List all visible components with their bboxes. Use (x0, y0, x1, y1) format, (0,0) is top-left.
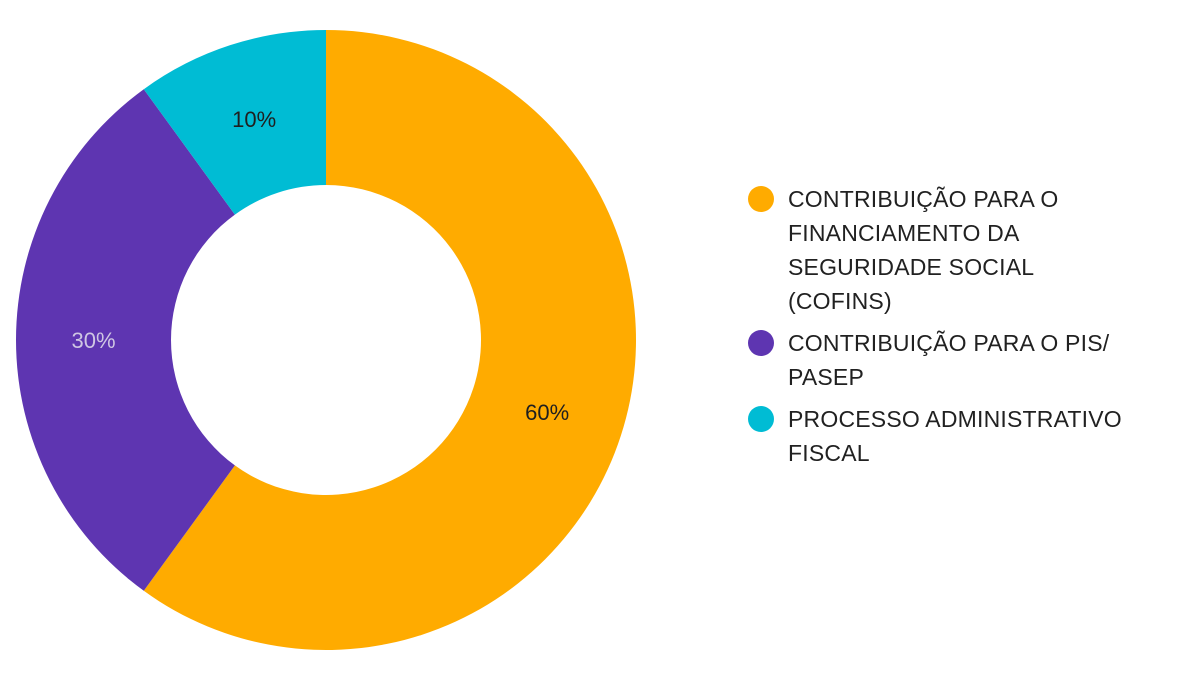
legend-item-2: CONTRIBUIÇÃO PARA O PIS/PASEP (748, 326, 1188, 394)
slice-label-1: 60% (525, 400, 569, 425)
legend-label-line: PASEP (788, 364, 864, 390)
legend-label-line: PROCESSO ADMINISTRATIVO (788, 406, 1122, 432)
legend-label-line: (COFINS) (788, 288, 892, 314)
legend-item-3: PROCESSO ADMINISTRATIVO FISCAL (748, 402, 1188, 470)
slice-label-2: 30% (71, 328, 115, 353)
donut-chart: 60% 30% 10% (15, 30, 637, 651)
legend-swatch-3 (748, 406, 774, 432)
legend-label-line: SEGURIDADE SOCIAL (788, 254, 1035, 280)
slice-3 (143, 30, 326, 215)
slice-label-3: 10% (232, 107, 276, 132)
legend-label-3: PROCESSO ADMINISTRATIVO FISCAL (788, 402, 1122, 470)
legend-swatch-1 (748, 186, 774, 212)
slice-2 (15, 89, 235, 591)
legend-label-line: CONTRIBUIÇÃO PARA O PIS/ (788, 330, 1110, 356)
legend-item-1: CONTRIBUIÇÃO PARA O FINANCIAMENTO DA SEGUR… (748, 182, 1188, 318)
legend: CONTRIBUIÇÃO PARA O FINANCIAMENTO DA SEGUR… (748, 182, 1188, 478)
legend-swatch-2 (748, 330, 774, 356)
legend-label-line: CONTRIBUIÇÃO PARA O (788, 186, 1059, 212)
legend-label-line: FINANCIAMENTO DA (788, 220, 1020, 246)
slice-1 (143, 30, 637, 651)
legend-label-2: CONTRIBUIÇÃO PARA O PIS/PASEP (788, 326, 1109, 394)
legend-label-1: CONTRIBUIÇÃO PARA O FINANCIAMENTO DA SEGUR… (788, 182, 1058, 318)
legend-label-line: FISCAL (788, 440, 870, 466)
